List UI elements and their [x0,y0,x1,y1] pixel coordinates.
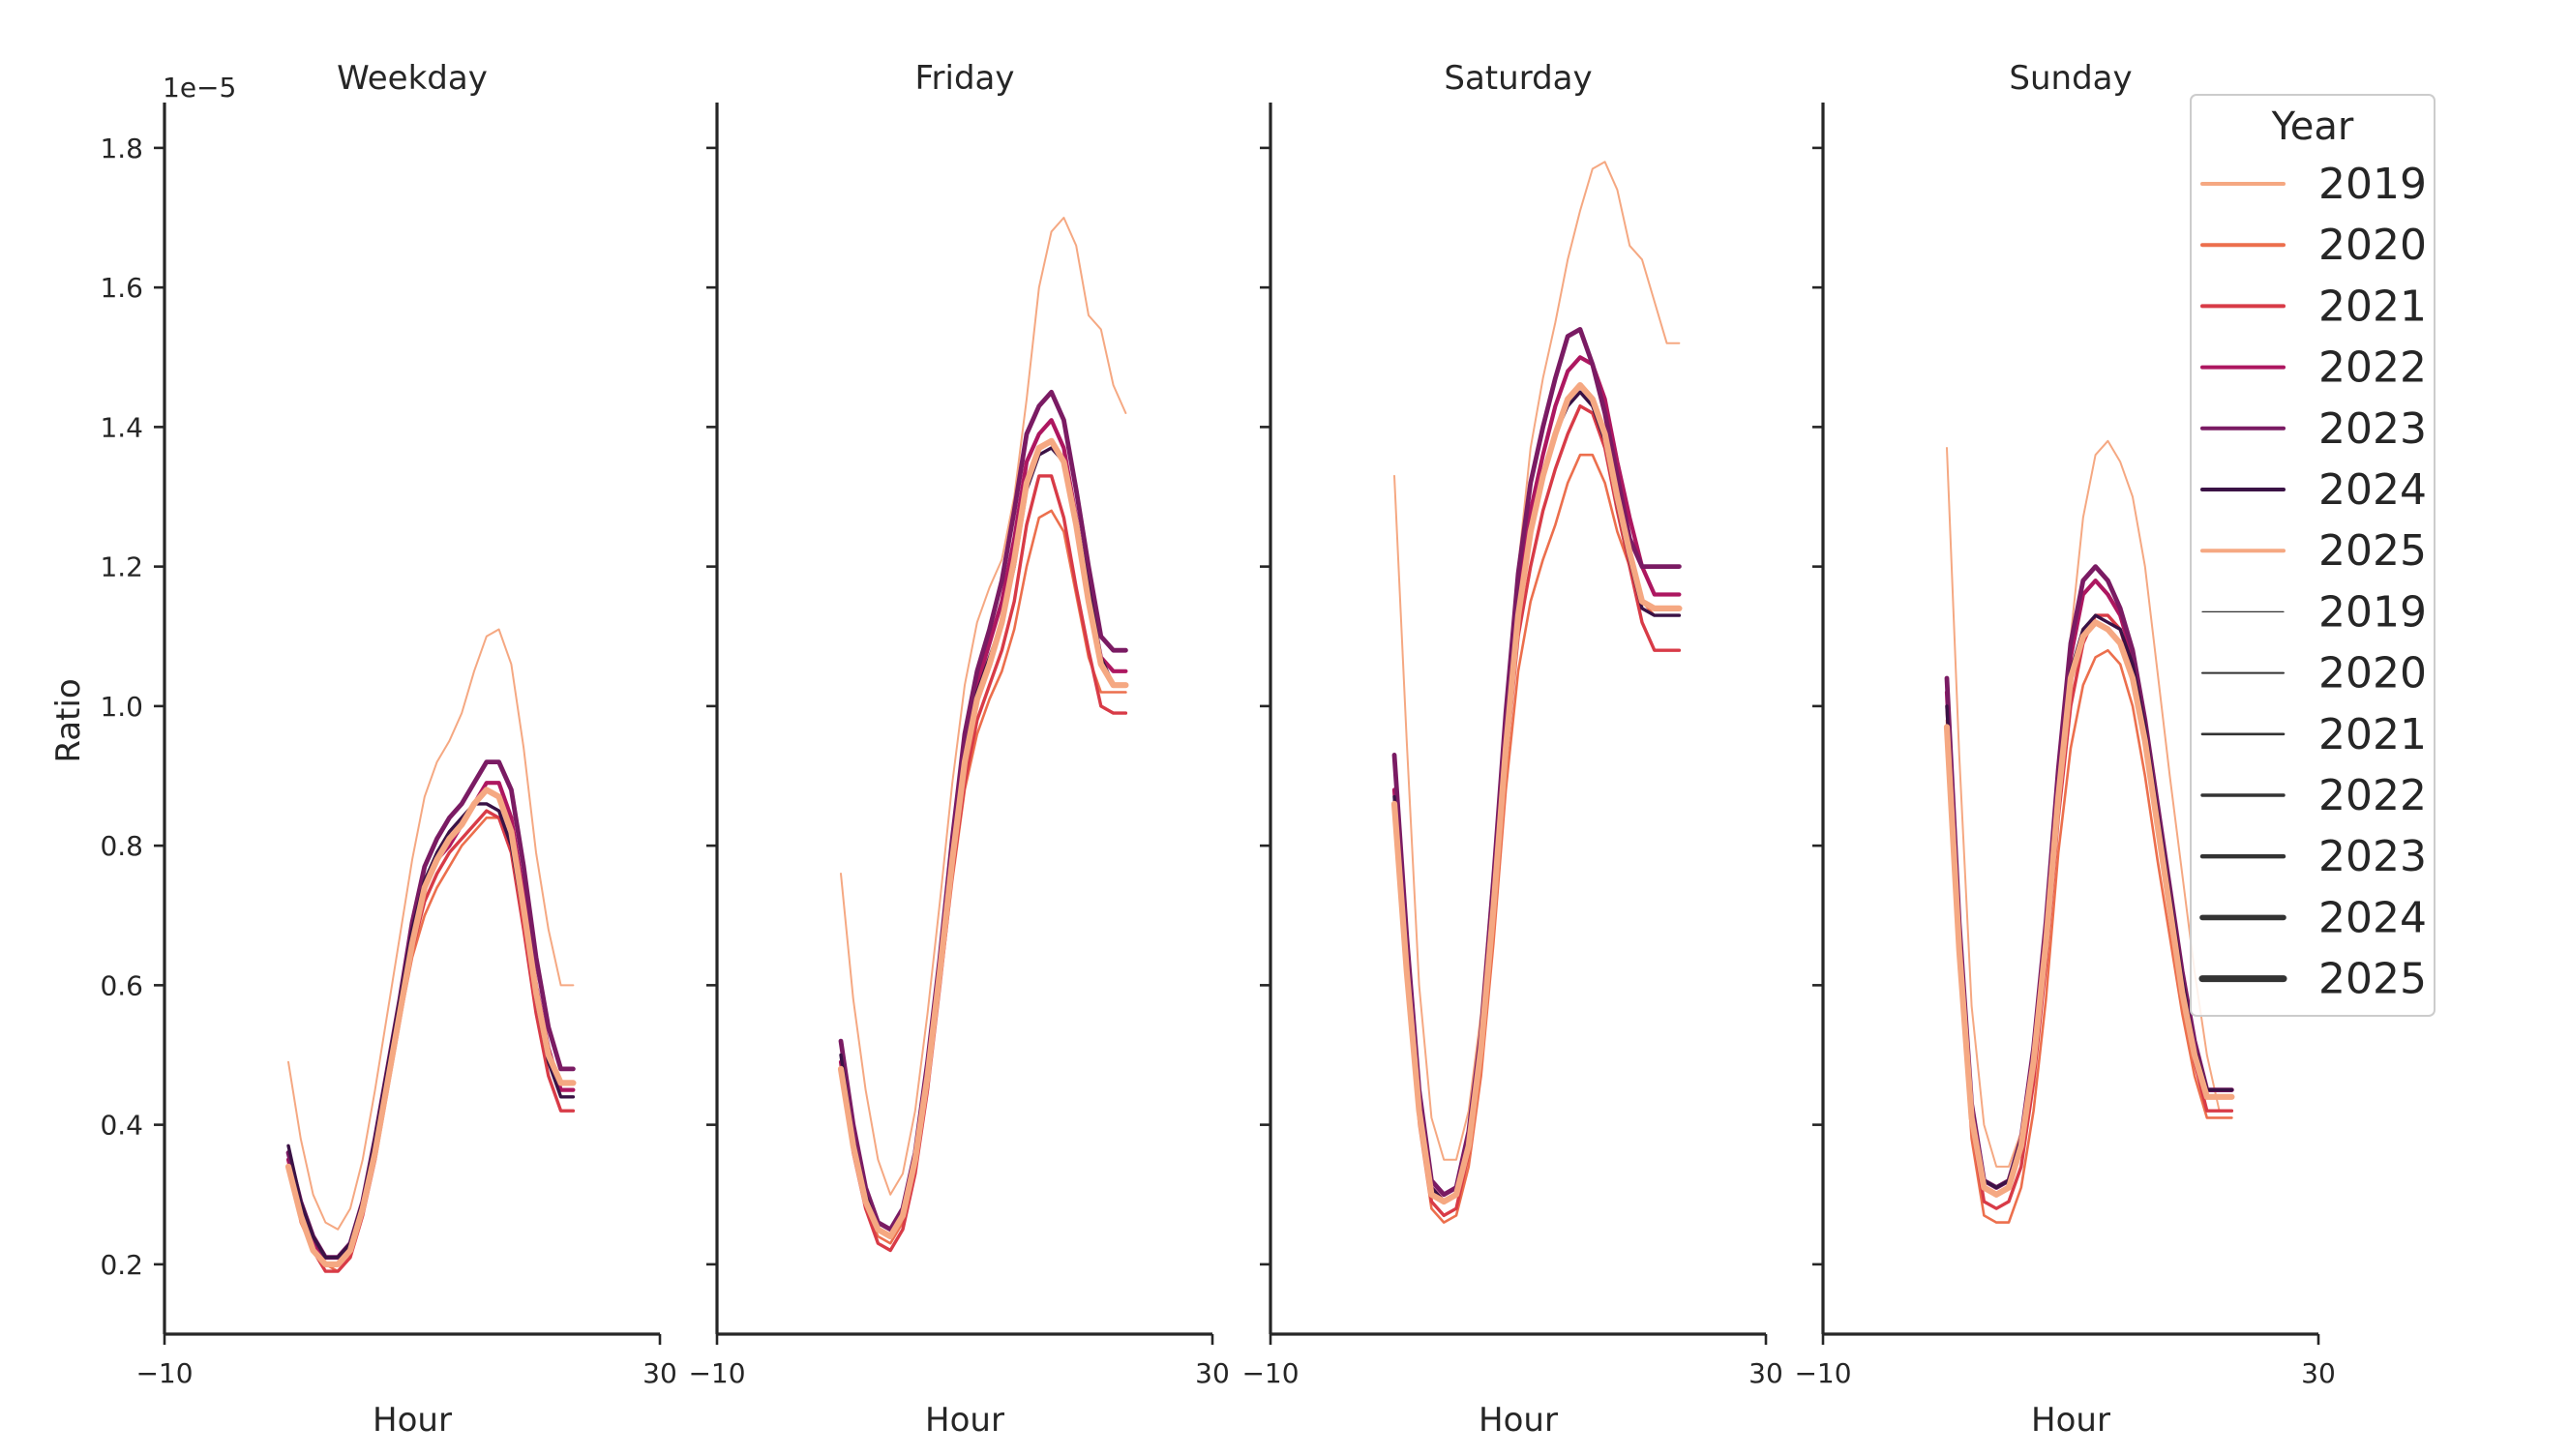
panel-weekday: Weekday 0.2 0.4 0.6 0.8 1.0 1.2 1.4 1.6 1.8 −10 30 H… [100,59,676,1440]
series-line-2023 [1391,326,1682,1198]
x-tick-label: −10 [688,1357,745,1389]
series-line-2025 [1390,382,1683,1205]
x-tick-label: 30 [642,1357,677,1389]
y-tick-label: 0.6 [100,969,143,1001]
x-tick-label: −10 [1794,1357,1851,1389]
x-axis-label: Hour [2031,1401,2110,1440]
legend-label: 2022 [2318,343,2427,393]
panel-saturday: Saturday −10 30 Hour [1241,59,1782,1440]
series-line-2021 [286,809,576,1273]
panel-title: Saturday [1444,59,1592,98]
series-line-2023 [1944,564,2234,1190]
panel-title: Sunday [2009,59,2132,98]
panel-friday: Friday −10 30 Hour [688,59,1229,1440]
legend-box [2190,94,2436,1017]
y-tick-label: 0.4 [100,1110,143,1142]
series-line-2019 [840,217,1127,1196]
series-line-2021 [839,474,1128,1253]
legend: Year 2019 2020 2021 2022 2023 2024 2025 2019 2020… [2190,94,2436,1017]
series-line-2021 [1945,613,2234,1210]
series-line-2024 [1945,613,2234,1190]
y-tick-label: 1.4 [100,411,143,443]
y-tick-label: 1.8 [100,133,143,164]
legend-label: 2024 [2318,465,2427,515]
y-tick-label: 0.8 [100,830,143,862]
series-line-2020 [1945,648,2233,1224]
series-line-2019 [1393,161,1681,1161]
series-line-2021 [1392,404,1682,1218]
panel-title: Weekday [337,59,488,98]
y-offset-label: 1e−5 [163,72,236,104]
legend-label: 2025 [2318,955,2427,1004]
legend-label: 2019 [2318,160,2427,209]
panel-title: Friday [914,59,1014,98]
legend-label: 2023 [2318,404,2427,454]
series-line-2025 [837,437,1129,1240]
series-line-2023 [838,389,1128,1233]
x-tick-label: 30 [1195,1357,1230,1389]
legend-label: 2020 [2318,221,2427,270]
x-tick-label: 30 [1748,1357,1783,1389]
series-line-2025 [1943,619,2235,1198]
y-tick-label: 0.2 [100,1249,143,1281]
panel-sunday: Sunday −10 30 Hour [1794,59,2335,1440]
x-tick-label: −10 [1241,1357,1299,1389]
x-axis-label: Hour [373,1401,452,1440]
y-tick-label: 1.0 [100,691,143,723]
legend-title: Year [2271,104,2354,149]
series-line-2019 [1946,439,2233,1168]
series-line-2025 [284,787,577,1268]
y-tick-label: 1.2 [100,551,143,583]
series-line-2023 [285,759,576,1261]
legend-label: 2025 [2318,526,2427,576]
legend-label: 2021 [2318,282,2427,331]
legend-label: 2021 [2318,710,2427,759]
x-tick-label: −10 [135,1357,193,1389]
x-axis-label: Hour [1479,1401,1558,1440]
series-line-2022 [1391,355,1682,1204]
legend-label: 2019 [2318,587,2427,637]
legend-label: 2020 [2318,649,2427,698]
x-axis-label: Hour [925,1401,1004,1440]
y-tick-label: 1.6 [100,272,143,304]
y-axis-label: Ratio [49,678,88,762]
legend-label: 2022 [2318,771,2427,820]
legend-label: 2024 [2318,893,2427,942]
x-tick-label: 30 [2301,1357,2336,1389]
series-line-2019 [287,628,575,1231]
legend-label: 2023 [2318,832,2427,881]
